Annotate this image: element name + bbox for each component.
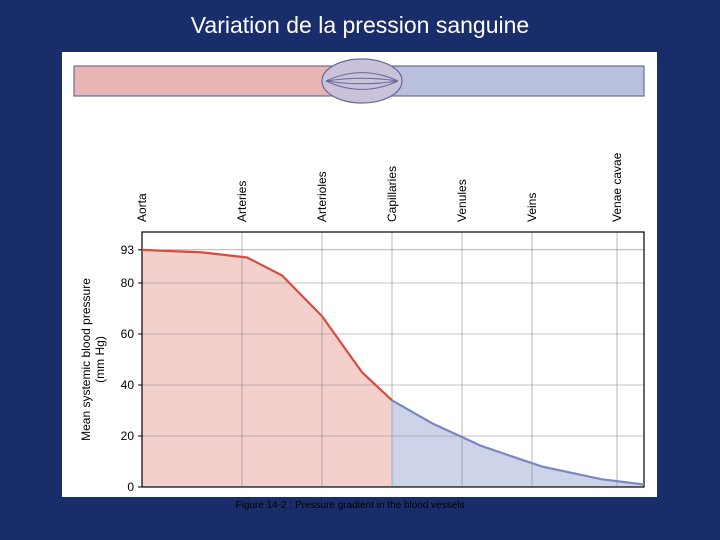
y-axis-unit: (mm Hg) [93, 336, 107, 383]
ytick-label: 60 [121, 327, 135, 341]
ytick-label: 93 [121, 243, 135, 257]
ytick-label: 40 [121, 378, 135, 392]
area-arterial [142, 250, 392, 487]
ytick-label: 80 [121, 276, 135, 290]
category-label: Arterioles [315, 171, 329, 222]
category-label: Venae cavae [610, 152, 624, 222]
category-label: Arteries [235, 181, 249, 222]
y-axis-label: Mean systemic blood pressure [79, 278, 93, 441]
area-venous [392, 400, 644, 487]
figure-panel: 0 20 40 60 80 93 Mean systemic blood pressure(… [62, 52, 657, 497]
ytick-label: 20 [121, 429, 135, 443]
category-label: Venules [455, 179, 469, 222]
category-label: Veins [525, 193, 539, 222]
category-label: Aorta [135, 193, 149, 222]
figure-caption: Figure 14-2 : Pressure gradient in the b… [150, 500, 550, 511]
pressure-chart: 0 20 40 60 80 93 Mean systemic blood pressure(… [62, 52, 657, 497]
slide-title: Variation de la pression sanguine [0, 12, 720, 39]
category-label: Capillaries [385, 166, 399, 222]
ytick-label: 0 [127, 480, 134, 494]
